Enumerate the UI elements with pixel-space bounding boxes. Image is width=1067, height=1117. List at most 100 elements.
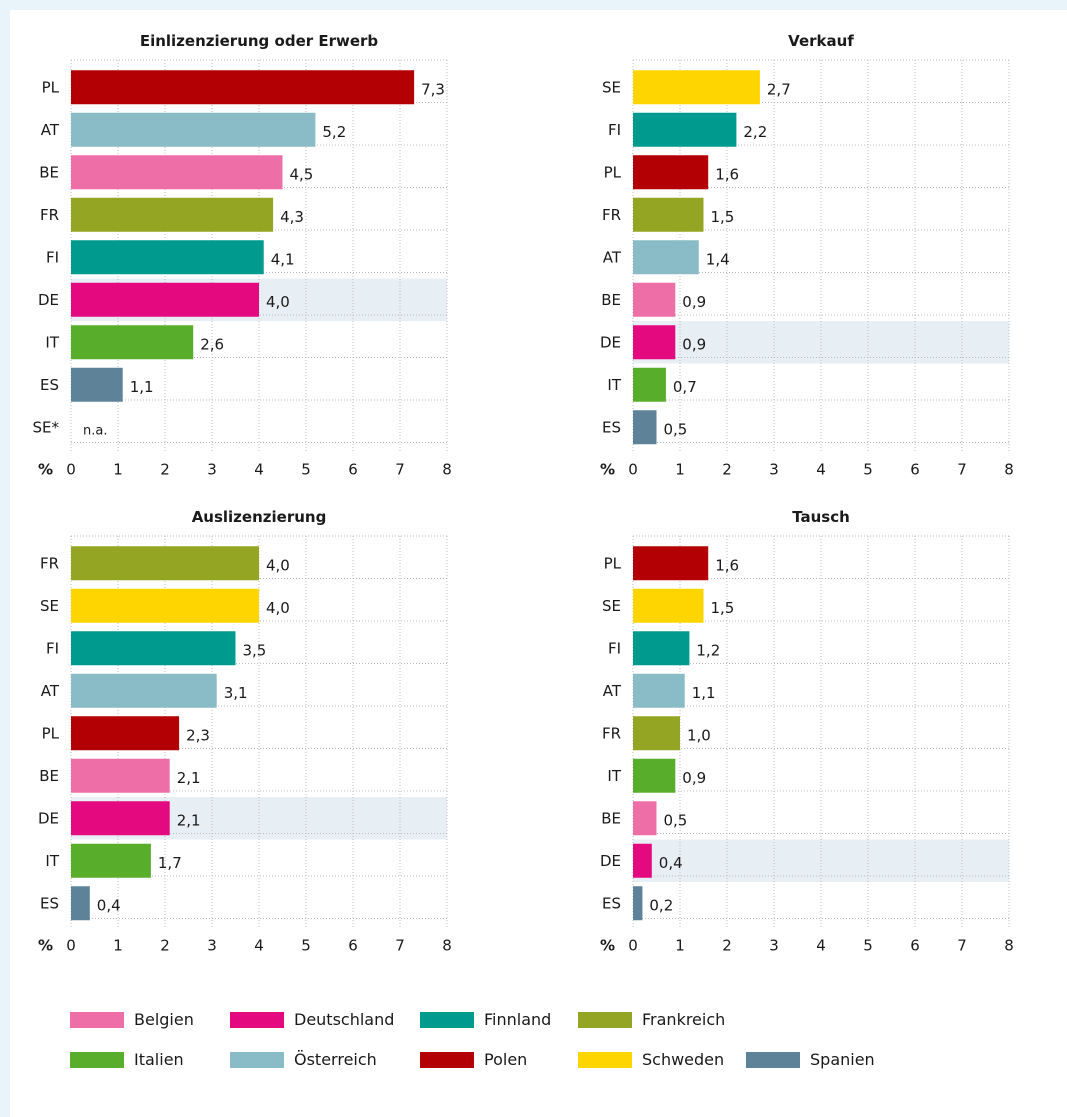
legend-item-belgien: Belgien <box>70 1010 194 1029</box>
tick-label: 7 <box>395 937 405 955</box>
bar <box>71 716 180 751</box>
value-label: 0,9 <box>682 293 706 311</box>
value-label: 1,7 <box>158 854 182 872</box>
bar <box>71 367 123 402</box>
value-label: 1,6 <box>715 556 739 574</box>
value-label: 2,2 <box>743 123 767 141</box>
legend-label: Frankreich <box>642 1010 726 1029</box>
category-label: BE <box>601 291 621 309</box>
chart-svg: Verkauf SE 2,7 FI 2,2 PL 1,6 FR 1,5 AT 1,4 BE 0,9 DE 0… <box>600 32 1014 479</box>
bar <box>71 758 170 793</box>
value-label: 0,9 <box>682 335 706 353</box>
tick-label: 5 <box>863 461 873 479</box>
legend-label: Belgien <box>134 1010 194 1029</box>
value-label: 0,4 <box>659 854 683 872</box>
chart-title: Auslizenzierung <box>192 508 327 526</box>
axis-unit-label: % <box>600 937 615 955</box>
bar <box>71 155 283 190</box>
legend-label: Italien <box>134 1050 184 1069</box>
bar <box>71 240 264 275</box>
bar <box>633 325 676 360</box>
category-label: SE* <box>33 418 60 436</box>
value-label: 5,2 <box>322 123 346 141</box>
chart-tausch: Tausch PL 1,6 SE 1,5 FI 1,2 AT 1,1 FR 1,0 IT 0,9 BE 0,… <box>582 506 1022 976</box>
value-label: 1,2 <box>696 641 720 659</box>
category-label: PL <box>604 163 622 181</box>
legend-label: Spanien <box>810 1050 875 1069</box>
value-label: 1,0 <box>687 726 711 744</box>
legend-swatch <box>70 1011 124 1028</box>
chart-verkauf: Verkauf SE 2,7 FI 2,2 PL 1,6 FR 1,5 AT 1,4 BE 0,9 DE 0… <box>582 30 1022 500</box>
tick-label: 2 <box>160 937 170 955</box>
bar <box>71 112 316 147</box>
tick-label: 5 <box>863 937 873 955</box>
legend-item-schweden: Schweden <box>578 1050 724 1069</box>
tick-label: 7 <box>395 461 405 479</box>
tick-label: 4 <box>816 461 826 479</box>
bar <box>633 631 690 666</box>
category-label: ES <box>40 376 59 394</box>
tick-label: 6 <box>348 461 358 479</box>
category-label: DE <box>38 809 59 827</box>
axis-unit-label: % <box>38 461 53 479</box>
tick-label: 5 <box>301 937 311 955</box>
category-label: SE <box>602 78 621 96</box>
value-label: 1,5 <box>711 208 735 226</box>
bar <box>71 631 236 666</box>
bar <box>633 843 652 878</box>
legend-item-italien: Italien <box>70 1050 184 1069</box>
tick-label: 8 <box>1004 461 1014 479</box>
value-label: 0,7 <box>673 378 697 396</box>
category-label: FI <box>608 121 621 139</box>
bar <box>71 197 274 232</box>
bar <box>633 70 760 105</box>
legend-swatch <box>230 1051 284 1068</box>
category-label: AT <box>41 121 60 139</box>
value-label: 3,1 <box>224 684 248 702</box>
category-label: FR <box>602 206 621 224</box>
value-label: 2,1 <box>177 811 201 829</box>
tick-label: 1 <box>113 461 123 479</box>
category-label: FI <box>46 639 59 657</box>
legend-label: Deutschland <box>294 1010 395 1029</box>
tick-label: 1 <box>675 461 685 479</box>
tick-label: 3 <box>207 461 217 479</box>
tick-label: 0 <box>66 937 76 955</box>
tick-label: 0 <box>628 461 638 479</box>
legend-swatch <box>578 1011 632 1028</box>
legend-item-deutschland: Deutschland <box>230 1010 394 1029</box>
bar <box>633 588 704 623</box>
category-label: PL <box>42 78 60 96</box>
value-label: 1,6 <box>715 165 739 183</box>
value-label: 2,7 <box>767 80 791 98</box>
chart-svg: Auslizenzierung FR 4,0 SE 4,0 FI 3,5 AT 3,1 PL 2,3… <box>38 508 452 955</box>
tick-label: 6 <box>348 937 358 955</box>
chart-svg: Tausch PL 1,6 SE 1,5 FI 1,2 AT 1,1 FR 1,0 IT 0,9 BE 0,… <box>600 508 1014 955</box>
bar <box>633 716 680 751</box>
tick-label: 1 <box>675 937 685 955</box>
value-label: 7,3 <box>421 80 445 98</box>
value-label: 2,3 <box>186 726 210 744</box>
bar <box>71 673 217 708</box>
category-label: DE <box>600 333 621 351</box>
category-label: BE <box>601 809 621 827</box>
figure-canvas: Einlizenzierung oder Erwerb PL 7,3 AT 5,2 BE 4… <box>10 10 1067 1117</box>
bar <box>633 410 657 445</box>
tick-label: 4 <box>254 937 264 955</box>
chart-einlizenzierung: Einlizenzierung oder Erwerb PL 7,3 AT 5,2 BE 4… <box>20 30 460 500</box>
category-label: IT <box>607 376 621 394</box>
bar <box>71 70 415 105</box>
value-label: 3,5 <box>243 641 267 659</box>
tick-label: 3 <box>207 937 217 955</box>
value-label: 1,5 <box>711 599 735 617</box>
tick-label: 1 <box>113 937 123 955</box>
tick-label: 0 <box>66 461 76 479</box>
value-label: 4,0 <box>266 293 290 311</box>
value-label: 4,5 <box>290 165 314 183</box>
value-label: 4,3 <box>280 208 304 226</box>
bar <box>633 546 709 581</box>
category-label: IT <box>607 767 621 785</box>
value-label: 0,2 <box>649 896 673 914</box>
tick-label: 6 <box>910 461 920 479</box>
legend-swatch <box>420 1011 474 1028</box>
